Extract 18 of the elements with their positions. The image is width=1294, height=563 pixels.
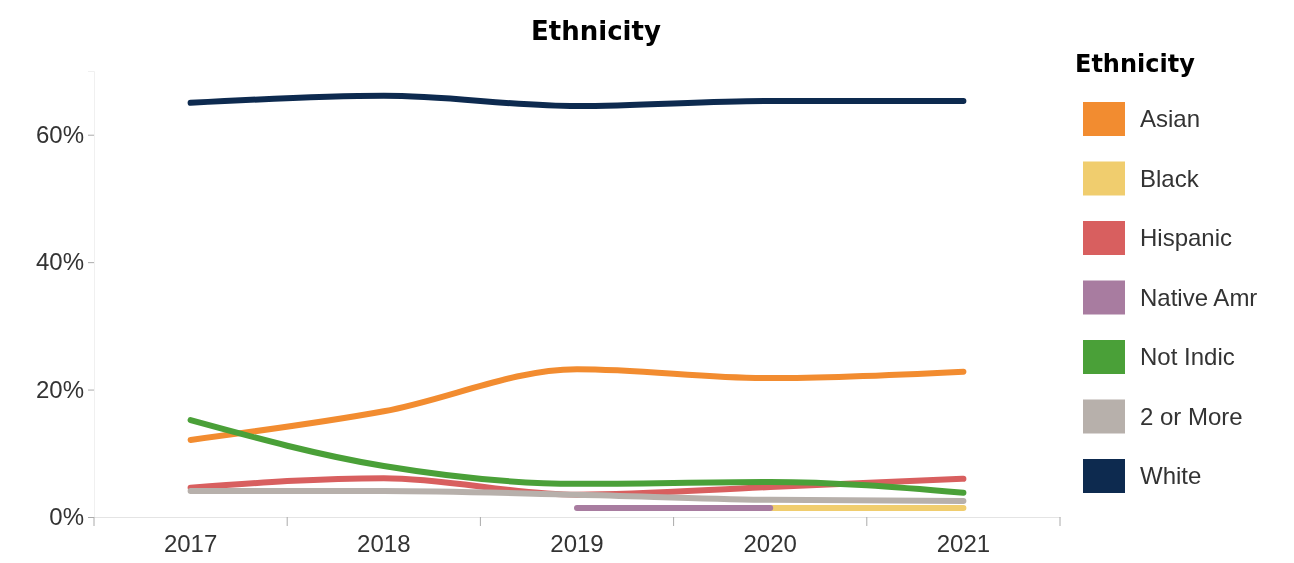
x-tick-label: 2018	[357, 530, 411, 558]
x-tick-label: 2019	[550, 530, 604, 558]
chart-title: Ethnicity	[531, 16, 661, 46]
legend-label: Native Amr	[1140, 283, 1258, 311]
legend-label: Asian	[1140, 105, 1201, 132]
x-tick-label: 2017	[163, 530, 218, 558]
y-tick-label: 40%	[35, 248, 84, 276]
y-tick-label: 60%	[35, 120, 84, 148]
legend-label: White	[1140, 462, 1202, 489]
y-tick-label: 0%	[49, 503, 84, 531]
x-tick-label: 2020	[743, 530, 797, 558]
legend-label: Hispanic	[1140, 224, 1233, 251]
legend-label: Black	[1140, 164, 1200, 192]
legend-label: Not Indic	[1140, 343, 1235, 370]
legend-title: Ethnicity	[1075, 50, 1196, 78]
legend-label: 2 or More	[1140, 402, 1243, 430]
y-tick-label: 20%	[35, 375, 84, 403]
x-tick-label: 2021	[936, 530, 991, 558]
